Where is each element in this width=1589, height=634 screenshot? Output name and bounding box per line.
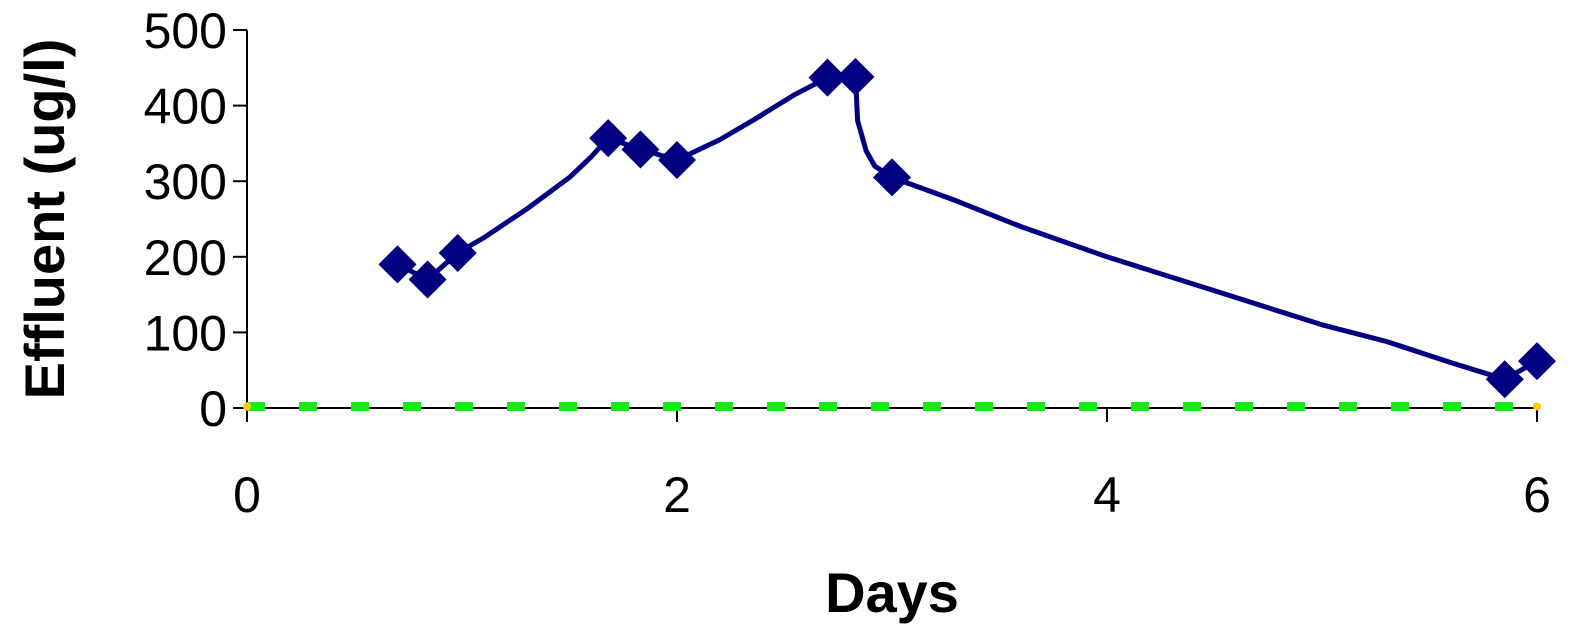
data-point-marker	[1518, 342, 1556, 381]
x-tick-label: 2	[663, 467, 691, 523]
x-axis-ticks: 0 2 4 6	[233, 408, 1551, 523]
x-tick-label: 0	[233, 467, 261, 523]
x-axis-title: Days	[825, 561, 959, 624]
data-point-marker	[873, 158, 911, 197]
y-axis-ticks: 0 100 200 300 400 500	[144, 3, 247, 437]
y-axis-title: Effluent (ug/l)	[13, 39, 76, 400]
data-point-marker	[658, 141, 696, 180]
data-point-marker	[836, 57, 875, 96]
baseline-point	[243, 402, 251, 411]
x-tick-label: 6	[1523, 467, 1551, 523]
data-point-marker	[408, 260, 447, 299]
data-point-marker	[438, 234, 477, 273]
y-tick-label: 200	[144, 230, 227, 286]
data-point-marker	[589, 119, 628, 158]
series-layer	[243, 57, 1556, 411]
y-tick-label: 0	[199, 381, 227, 437]
y-tick-label: 500	[144, 3, 227, 59]
data-point-marker	[1485, 360, 1524, 399]
data-point-marker	[621, 130, 660, 169]
y-tick-label: 300	[144, 154, 227, 210]
plot-area: 0 100 200 300 400 500 0 2 4 6	[144, 3, 1556, 523]
y-tick-label: 400	[144, 79, 227, 135]
data-point-marker	[808, 58, 847, 97]
y-tick-label: 100	[144, 305, 227, 361]
baseline-point	[1533, 402, 1541, 411]
effluent-series-line	[395, 74, 1540, 382]
x-tick-label: 4	[1093, 467, 1121, 523]
data-point-marker	[378, 245, 417, 284]
